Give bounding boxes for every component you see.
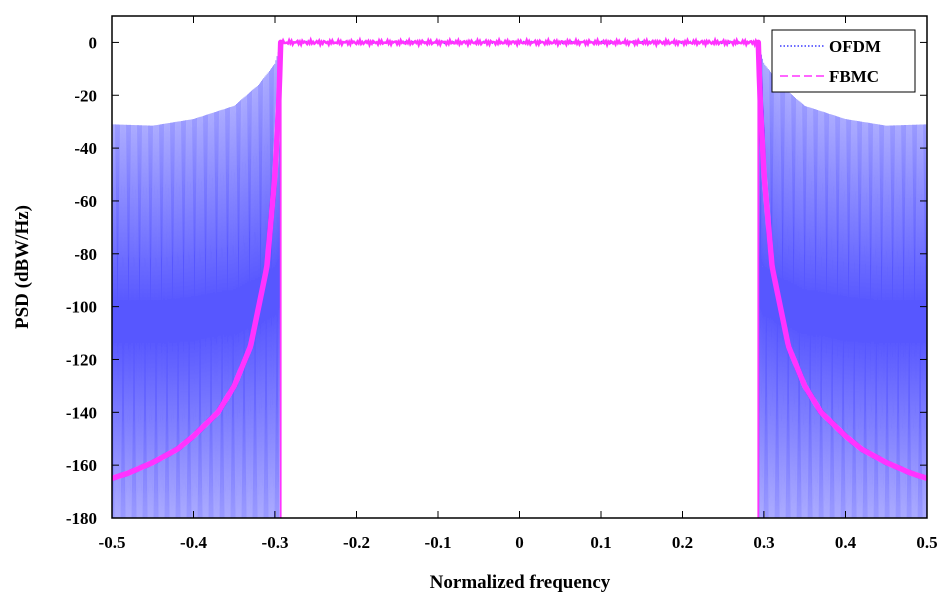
y-tick-label: -120 (66, 350, 97, 369)
x-tick-label: 0 (515, 533, 524, 552)
x-tick-label: -0.1 (425, 533, 452, 552)
y-tick-label: -160 (66, 456, 97, 475)
ofdm-series (112, 40, 927, 518)
fbmc-rolloff-left (112, 39, 284, 482)
x-tick-label: -0.2 (343, 533, 370, 552)
y-tick-label: -100 (66, 298, 97, 317)
y-tick-label: -40 (74, 139, 97, 158)
y-tick-label: -20 (74, 86, 97, 105)
legend-label-fbmc: FBMC (829, 67, 879, 86)
ofdm-sidelobes-left (112, 43, 281, 518)
y-tick-label: -60 (74, 192, 97, 211)
x-tick-label: 0.2 (672, 533, 693, 552)
x-tick-label: 0.4 (835, 533, 857, 552)
fbmc-series (112, 36, 927, 518)
x-tick-label: -0.5 (99, 533, 126, 552)
x-axis: -0.5 -0.4 -0.3 -0.2 -0.1 0 0.1 0.2 0.3 0.4 0.5 (99, 16, 938, 552)
legend-label-ofdm: OFDM (829, 37, 881, 56)
x-axis-label: Normalized frequency (430, 572, 611, 593)
legend-box (771, 29, 916, 93)
legend: OFDM FBMC (771, 29, 916, 93)
y-tick-label: -140 (66, 403, 97, 422)
fbmc-rolloff-right (755, 39, 927, 482)
y-axis-label: PSD (dBW/Hz) (12, 205, 33, 329)
y-tick-label: 0 (89, 33, 98, 52)
x-tick-label: -0.4 (180, 533, 207, 552)
fbmc-passband (279, 36, 759, 49)
y-axis: 0 -20 -40 -60 -80 -100 -120 -140 -160 -180 (66, 33, 927, 528)
x-tick-label: 0.5 (916, 533, 937, 552)
x-tick-label: -0.3 (262, 533, 289, 552)
y-tick-label: -180 (66, 509, 97, 528)
x-tick-label: 0.1 (590, 533, 611, 552)
ofdm-sidelobes-right (757, 42, 927, 518)
y-tick-label: -80 (74, 245, 97, 264)
x-tick-label: 0.3 (753, 533, 774, 552)
